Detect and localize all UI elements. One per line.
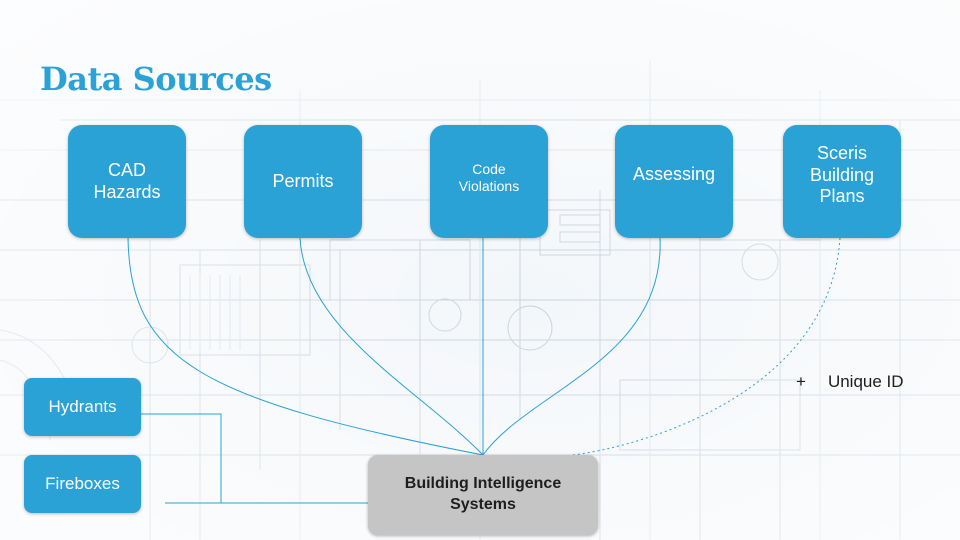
- source-hydrants: Hydrants: [24, 378, 141, 436]
- source-label-line: Plans: [819, 186, 865, 207]
- source-code-violations: Code Violations: [430, 125, 548, 238]
- source-label-line: Violations: [458, 177, 520, 194]
- building-intelligence-systems-box: Building Intelligence Systems: [368, 455, 598, 535]
- source-label: Fireboxes: [45, 473, 120, 493]
- source-label: Hydrants: [48, 396, 117, 416]
- page-title: Data Sources: [40, 60, 272, 98]
- source-label-line: Sceris: [816, 143, 867, 164]
- source-permits: Permits: [244, 125, 362, 238]
- target-label-line: Building Intelligence: [404, 475, 562, 493]
- connector-sceris-building-plans: [572, 237, 841, 456]
- connector-permits: [299, 237, 484, 456]
- unique-id-note: + Unique ID: [796, 372, 904, 392]
- source-label-line: Building: [809, 164, 875, 185]
- source-label-line: Hazards: [93, 181, 161, 202]
- target-label-line: Systems: [450, 496, 516, 513]
- unique-id-label: Unique ID: [827, 372, 904, 391]
- connector-cad-hazards: [127, 237, 484, 456]
- source-label-line: Code: [472, 160, 506, 177]
- source-fireboxes: Fireboxes: [24, 455, 141, 513]
- source-label-line: Assessing: [632, 163, 716, 184]
- source-label-line: CAD: [107, 159, 146, 180]
- source-label-line: Permits: [272, 170, 334, 191]
- source-cad-hazards: CAD Hazards: [68, 125, 186, 238]
- source-assessing: Assessing: [615, 125, 733, 238]
- plus-icon: +: [796, 372, 806, 391]
- connector-assessing: [482, 237, 661, 456]
- source-sceris-building-plans: Sceris Building Plans: [783, 125, 901, 238]
- connector-hydrants: [141, 413, 222, 503]
